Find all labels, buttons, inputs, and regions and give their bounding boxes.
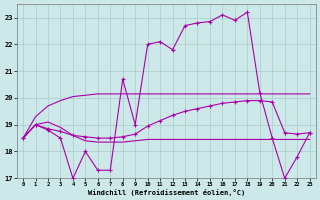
X-axis label: Windchill (Refroidissement éolien,°C): Windchill (Refroidissement éolien,°C) [88, 189, 245, 196]
